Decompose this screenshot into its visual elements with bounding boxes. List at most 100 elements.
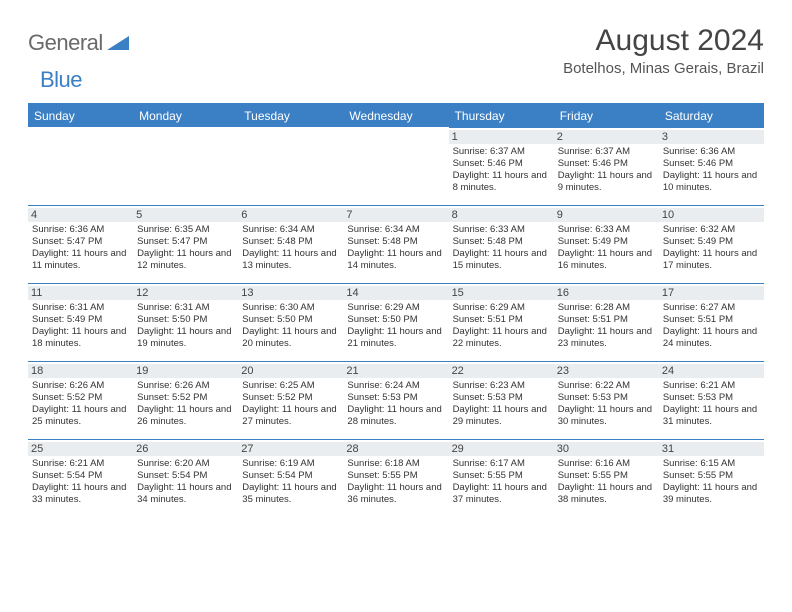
day-cell: 21 Sunrise: 6:24 AMSunset: 5:53 PMDayligh… (343, 361, 448, 439)
day-details: Sunrise: 6:22 AMSunset: 5:53 PMDaylight:… (558, 380, 655, 428)
day-number: 11 (28, 286, 133, 300)
day-cell: 31 Sunrise: 6:15 AMSunset: 5:55 PMDayligh… (659, 439, 764, 517)
day-details: Sunrise: 6:15 AMSunset: 5:55 PMDaylight:… (663, 458, 760, 506)
day-number: 28 (343, 442, 448, 456)
day-number: 5 (133, 208, 238, 222)
day-details: Sunrise: 6:36 AMSunset: 5:46 PMDaylight:… (663, 146, 760, 194)
day-cell: 26 Sunrise: 6:20 AMSunset: 5:54 PMDayligh… (133, 439, 238, 517)
day-cell: 27 Sunrise: 6:19 AMSunset: 5:54 PMDayligh… (238, 439, 343, 517)
brand-logo: General (28, 24, 129, 56)
day-number: 2 (554, 130, 659, 144)
empty-cell (343, 127, 448, 205)
day-number: 7 (343, 208, 448, 222)
day-details: Sunrise: 6:20 AMSunset: 5:54 PMDaylight:… (137, 458, 234, 506)
day-cell: 11 Sunrise: 6:31 AMSunset: 5:49 PMDayligh… (28, 283, 133, 361)
brand-part1: General (28, 30, 103, 56)
dow-header: Friday (554, 105, 659, 127)
day-number: 8 (449, 208, 554, 222)
day-number: 12 (133, 286, 238, 300)
day-details: Sunrise: 6:25 AMSunset: 5:52 PMDaylight:… (242, 380, 339, 428)
day-details: Sunrise: 6:23 AMSunset: 5:53 PMDaylight:… (453, 380, 550, 428)
day-details: Sunrise: 6:26 AMSunset: 5:52 PMDaylight:… (137, 380, 234, 428)
day-cell: 12 Sunrise: 6:31 AMSunset: 5:50 PMDayligh… (133, 283, 238, 361)
day-cell: 29 Sunrise: 6:17 AMSunset: 5:55 PMDayligh… (449, 439, 554, 517)
day-number: 31 (659, 442, 764, 456)
day-details: Sunrise: 6:21 AMSunset: 5:53 PMDaylight:… (663, 380, 760, 428)
day-number: 18 (28, 364, 133, 378)
day-number: 9 (554, 208, 659, 222)
day-cell: 3 Sunrise: 6:36 AMSunset: 5:46 PMDaylight… (659, 127, 764, 205)
day-number: 23 (554, 364, 659, 378)
day-details: Sunrise: 6:17 AMSunset: 5:55 PMDaylight:… (453, 458, 550, 506)
day-details: Sunrise: 6:33 AMSunset: 5:48 PMDaylight:… (453, 224, 550, 272)
day-details: Sunrise: 6:19 AMSunset: 5:54 PMDaylight:… (242, 458, 339, 506)
day-cell: 1 Sunrise: 6:37 AMSunset: 5:46 PMDaylight… (449, 127, 554, 205)
day-details: Sunrise: 6:36 AMSunset: 5:47 PMDaylight:… (32, 224, 129, 272)
day-details: Sunrise: 6:31 AMSunset: 5:50 PMDaylight:… (137, 302, 234, 350)
day-number: 24 (659, 364, 764, 378)
day-number: 16 (554, 286, 659, 300)
day-details: Sunrise: 6:29 AMSunset: 5:51 PMDaylight:… (453, 302, 550, 350)
brand-triangle-icon (107, 30, 129, 56)
day-number: 26 (133, 442, 238, 456)
day-cell: 6Sunrise: 6:34 AMSunset: 5:48 PMDaylight… (238, 205, 343, 283)
day-details: Sunrise: 6:24 AMSunset: 5:53 PMDaylight:… (347, 380, 444, 428)
day-details: Sunrise: 6:31 AMSunset: 5:49 PMDaylight:… (32, 302, 129, 350)
day-number: 13 (238, 286, 343, 300)
day-number: 15 (449, 286, 554, 300)
empty-cell (28, 127, 133, 205)
day-cell: 19 Sunrise: 6:26 AMSunset: 5:52 PMDayligh… (133, 361, 238, 439)
day-number: 27 (238, 442, 343, 456)
day-number: 20 (238, 364, 343, 378)
day-details: Sunrise: 6:21 AMSunset: 5:54 PMDaylight:… (32, 458, 129, 506)
day-cell: 7 Sunrise: 6:34 AMSunset: 5:48 PMDaylight… (343, 205, 448, 283)
day-number: 30 (554, 442, 659, 456)
month-title: August 2024 (563, 24, 764, 58)
dow-header: Monday (133, 105, 238, 127)
brand-part2: Blue (40, 67, 82, 93)
day-number: 19 (133, 364, 238, 378)
day-cell: 22Sunrise: 6:23 AMSunset: 5:53 PMDayligh… (449, 361, 554, 439)
day-number: 14 (343, 286, 448, 300)
day-number: 3 (659, 130, 764, 144)
day-details: Sunrise: 6:16 AMSunset: 5:55 PMDaylight:… (558, 458, 655, 506)
day-cell: 4 Sunrise: 6:36 AMSunset: 5:47 PMDaylight… (28, 205, 133, 283)
day-cell: 25 Sunrise: 6:21 AMSunset: 5:54 PMDayligh… (28, 439, 133, 517)
day-number: 10 (659, 208, 764, 222)
day-cell: 24 Sunrise: 6:21 AMSunset: 5:53 PMDayligh… (659, 361, 764, 439)
day-cell: 9 Sunrise: 6:33 AMSunset: 5:49 PMDaylight… (554, 205, 659, 283)
day-details: Sunrise: 6:29 AMSunset: 5:50 PMDaylight:… (347, 302, 444, 350)
day-number: 25 (28, 442, 133, 456)
day-cell: 23 Sunrise: 6:22 AMSunset: 5:53 PMDayligh… (554, 361, 659, 439)
dow-header: Thursday (449, 105, 554, 127)
day-details: Sunrise: 6:18 AMSunset: 5:55 PMDaylight:… (347, 458, 444, 506)
empty-cell (133, 127, 238, 205)
day-details: Sunrise: 6:33 AMSunset: 5:49 PMDaylight:… (558, 224, 655, 272)
day-cell: 28 Sunrise: 6:18 AMSunset: 5:55 PMDayligh… (343, 439, 448, 517)
day-cell: 10Sunrise: 6:32 AMSunset: 5:49 PMDayligh… (659, 205, 764, 283)
day-details: Sunrise: 6:37 AMSunset: 5:46 PMDaylight:… (453, 146, 550, 194)
day-cell: 14 Sunrise: 6:29 AMSunset: 5:50 PMDayligh… (343, 283, 448, 361)
day-details: Sunrise: 6:34 AMSunset: 5:48 PMDaylight:… (242, 224, 339, 272)
day-number: 4 (28, 208, 133, 222)
day-cell: 2 Sunrise: 6:37 AMSunset: 5:46 PMDaylight… (554, 127, 659, 205)
day-details: Sunrise: 6:34 AMSunset: 5:48 PMDaylight:… (347, 224, 444, 272)
dow-header: Tuesday (238, 105, 343, 127)
day-number: 1 (449, 130, 554, 144)
day-details: Sunrise: 6:30 AMSunset: 5:50 PMDaylight:… (242, 302, 339, 350)
day-cell: 13 Sunrise: 6:30 AMSunset: 5:50 PMDayligh… (238, 283, 343, 361)
day-number: 29 (449, 442, 554, 456)
day-details: Sunrise: 6:27 AMSunset: 5:51 PMDaylight:… (663, 302, 760, 350)
day-number: 17 (659, 286, 764, 300)
day-details: Sunrise: 6:28 AMSunset: 5:51 PMDaylight:… (558, 302, 655, 350)
day-details: Sunrise: 6:37 AMSunset: 5:46 PMDaylight:… (558, 146, 655, 194)
day-cell: 8 Sunrise: 6:33 AMSunset: 5:48 PMDaylight… (449, 205, 554, 283)
dow-header: Saturday (659, 105, 764, 127)
day-details: Sunrise: 6:35 AMSunset: 5:47 PMDaylight:… (137, 224, 234, 272)
empty-cell (238, 127, 343, 205)
day-number: 21 (343, 364, 448, 378)
day-cell: 20 Sunrise: 6:25 AMSunset: 5:52 PMDayligh… (238, 361, 343, 439)
day-cell: 5 Sunrise: 6:35 AMSunset: 5:47 PMDaylight… (133, 205, 238, 283)
dow-header: Wednesday (343, 105, 448, 127)
day-details: Sunrise: 6:26 AMSunset: 5:52 PMDaylight:… (32, 380, 129, 428)
